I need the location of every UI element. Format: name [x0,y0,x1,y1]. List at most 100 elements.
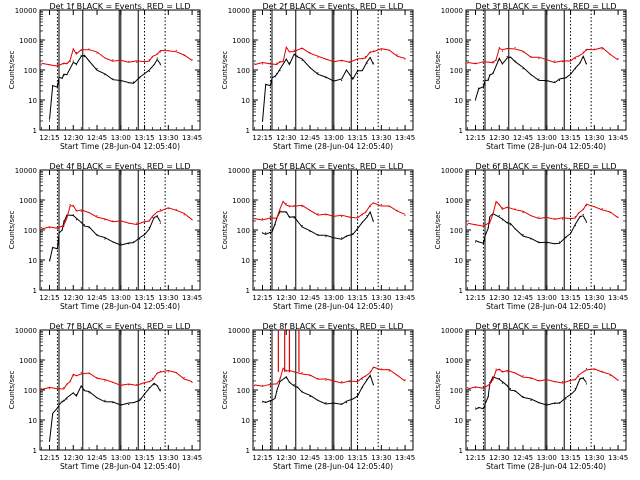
series-events-point [317,72,319,74]
series-events-point [265,85,267,87]
x-tick-label: 13:00 [537,134,557,142]
series-lld-point [341,60,343,62]
series-events-point [48,120,51,122]
chart-title: Det 6f BLACK = Events, RED = LLD [475,162,616,171]
series-lld-point [279,377,281,379]
series-events-point [574,68,576,70]
y-axis-label: Counts/sec [8,371,16,410]
series-events-point [72,214,74,216]
series-events-point [492,72,494,74]
series-events-point [285,377,287,379]
series-events-point [143,234,146,236]
series-lld-point [261,217,264,220]
series-lld-point [167,371,169,373]
series-lld-point [69,204,71,206]
series-events-point [75,64,78,66]
series-events-point [489,75,491,77]
series-lld-point [388,206,390,208]
x-axis-label: Start Time (28-Jun-04 12:05:40) [486,462,606,471]
x-tick-label: 13:15 [347,454,367,462]
series-lld-point [593,368,595,371]
x-tick-label: 12:45 [87,294,107,302]
y-tick-label: 100 [24,67,37,75]
y-tick-label: 10000 [441,327,463,335]
series-events-point [139,238,141,240]
x-tick-label: 12:45 [300,294,320,302]
plot-frame [465,329,627,451]
series-events-point [569,232,572,234]
series-events-point [325,77,327,79]
series-events-point [271,230,273,232]
x-tick-label: 13:45 [182,134,202,142]
series-events-point [153,217,155,219]
plot-frame [252,169,414,291]
series-lld-point [104,219,106,221]
series-events-point [352,233,354,235]
series-events-point [514,228,516,230]
series-lld-point [63,225,65,228]
x-tick-label: 12:45 [513,134,533,142]
series-lld-point [498,204,500,206]
series-events-point [269,232,272,234]
series-events-point [554,81,556,83]
series-lld-point [136,61,138,63]
series-lld-line [254,45,406,66]
y-tick-label: 10 [241,417,250,425]
series-lld-point [72,48,74,50]
series-lld-point [601,48,603,50]
x-axis-label: Start Time (28-Jun-04 12:05:40) [486,142,606,151]
series-lld-point [356,59,359,61]
y-tick-label: 100 [24,227,37,235]
x-tick-label: 13:45 [395,134,415,142]
series-lld-point [361,57,363,60]
series-lld-point [56,227,59,229]
x-tick-label: 12:45 [300,134,320,142]
series-lld-point [325,379,327,381]
series-events-point [143,394,146,396]
series-events-point [317,234,319,236]
series-events-point [506,385,508,387]
series-lld-point [489,385,491,387]
series-lld-point [40,64,43,66]
series-lld-point [96,215,98,217]
series-events-point [274,224,276,226]
series-lld-point [530,55,532,58]
x-tick-label: 12:15 [39,454,59,462]
series-events-point [582,213,584,216]
series-events-point [546,403,548,405]
series-lld-point [253,63,256,65]
series-lld-point [341,215,343,218]
y-tick-label: 1 [459,447,463,455]
series-events-point [61,77,63,79]
series-events-point [261,232,264,234]
series-lld-point [309,209,311,212]
y-tick-label: 10000 [15,167,37,175]
series-events-point [325,402,327,404]
series-lld-point [276,383,278,385]
series-events-point [274,76,276,78]
series-events-point [582,376,584,379]
series-events-point [366,215,368,217]
series-lld-point [546,59,548,61]
series-events-point [265,232,267,234]
series-lld-point [356,380,359,382]
chart-panel-1: Det 1f BLACK = Events, RED = LLD 1 10 100 10… [8,2,202,151]
x-tick-label: 12:45 [513,454,533,462]
series-lld-point [501,50,504,52]
series-events-point [372,220,374,222]
series-lld-point [282,200,284,202]
series-lld-point [492,213,494,215]
series-events-point [482,407,485,409]
x-tick-label: 13:45 [182,294,202,302]
series-events-point [104,238,106,240]
series-lld-line [41,47,193,67]
y-axis-label: Counts/sec [434,211,442,250]
series-events-point [301,59,303,61]
series-lld-point [148,219,150,221]
plot-frame [39,329,201,451]
series-events-point [104,399,106,402]
series-lld-point [159,208,161,211]
series-lld-point [349,61,351,63]
series-events-point [487,78,489,80]
series-lld-point [66,217,68,219]
